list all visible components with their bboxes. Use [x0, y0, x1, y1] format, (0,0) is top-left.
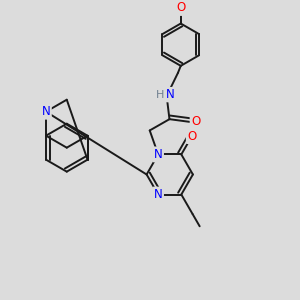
- Text: O: O: [187, 130, 196, 142]
- Text: N: N: [154, 148, 163, 161]
- Text: O: O: [176, 2, 185, 14]
- Text: N: N: [42, 105, 50, 118]
- Text: H: H: [156, 90, 165, 100]
- Text: O: O: [191, 116, 200, 128]
- Text: N: N: [166, 88, 174, 101]
- Text: N: N: [154, 188, 163, 201]
